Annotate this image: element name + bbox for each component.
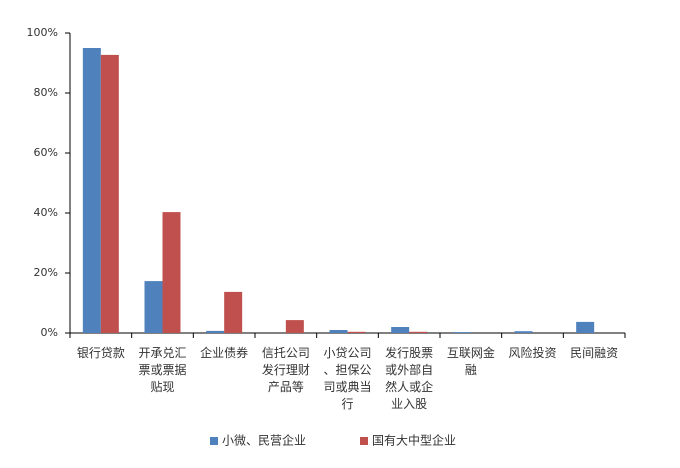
bar xyxy=(409,331,428,333)
x-tick-label: 互联网金融 xyxy=(447,345,495,377)
bar xyxy=(162,212,181,333)
x-tick-label: 银行贷款 xyxy=(77,346,125,360)
legend-swatch xyxy=(360,437,368,445)
bar xyxy=(347,331,366,333)
x-tick-label: 企业债券 xyxy=(200,345,248,360)
bar xyxy=(206,330,225,333)
y-tick-label: 60% xyxy=(34,146,58,159)
y-tick-label: 40% xyxy=(34,206,58,219)
y-tick-label: 80% xyxy=(34,86,58,99)
bar xyxy=(391,327,410,333)
x-tick-label: 风险投资 xyxy=(508,345,556,360)
bar xyxy=(452,332,471,333)
legend-label: 国有大中型企业 xyxy=(372,433,456,448)
bar xyxy=(576,321,595,333)
bar xyxy=(514,331,533,333)
x-tick-label: 信托公司发行理财产品等 xyxy=(262,346,310,394)
x-tick-label: 发行股票或外部自然人或企业入股 xyxy=(385,345,433,411)
x-tick-label: 开承兑汇票或票据贴现 xyxy=(138,346,186,394)
bar xyxy=(144,281,163,333)
y-tick-label: 0% xyxy=(41,326,58,339)
bar xyxy=(82,48,101,333)
y-tick-label: 100% xyxy=(27,26,58,39)
x-tick-label: 小贷公司、担保公司或典当行 xyxy=(323,346,371,411)
legend-label: 小微、民营企业 xyxy=(222,433,306,448)
bar xyxy=(100,54,119,334)
legend-swatch xyxy=(210,437,218,445)
x-tick-label: 民间融资 xyxy=(570,346,618,360)
bar xyxy=(285,320,304,333)
bar xyxy=(224,291,243,333)
bar xyxy=(329,330,348,333)
y-tick-label: 20% xyxy=(34,266,58,279)
